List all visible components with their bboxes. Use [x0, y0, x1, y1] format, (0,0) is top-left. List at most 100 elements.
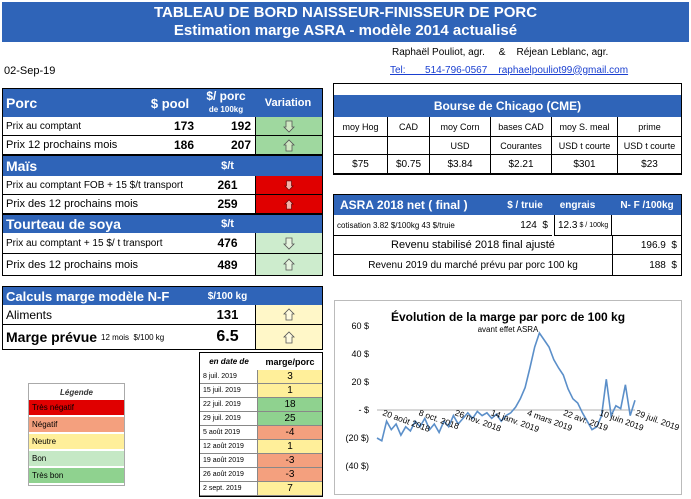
history-marge: 1	[258, 440, 322, 454]
porc-row-variation	[255, 117, 322, 136]
legend-item: Négatif	[29, 417, 124, 432]
mais-label: Maïs	[3, 156, 322, 176]
report-date: 02-Sep-19	[4, 65, 56, 77]
soya-row-label: Prix au comptant + 15 $/ t transport	[3, 233, 255, 254]
soya-panel	[2, 214, 323, 276]
mais-row-label: Prix au comptant FOB + 15 $/t transport	[3, 176, 255, 195]
chicago-header: moy S. meal	[552, 117, 618, 137]
asra-title: ASRA 2018 net ( final )	[334, 195, 681, 215]
chicago-value: $3.84	[430, 155, 491, 174]
soya-row-value: 489	[217, 257, 238, 272]
chicago-header: moy Hog	[334, 117, 388, 137]
aliments-value: 131	[200, 305, 255, 325]
aliments-label: Aliments	[3, 305, 255, 325]
calculs-label: Calculs marge modèle N-F	[3, 287, 322, 305]
chicago-value: $0.75	[388, 155, 430, 174]
porc-row-label: Prix 12 prochains mois	[6, 139, 118, 151]
asra-engrais-value: 12.3 $ / 100kg	[554, 215, 612, 236]
asra-marche-label: Revenu 2019 du marché prévu par porc 100…	[368, 259, 578, 271]
soya-label: Tourteau de soya	[3, 215, 322, 233]
chicago-panel	[333, 83, 682, 175]
porc-label: Porc	[6, 95, 38, 111]
asra-nf-empty	[612, 215, 681, 236]
margin-chart: Évolution de la marge par porc de 100 kg…	[334, 300, 682, 495]
porc-panel	[2, 88, 323, 155]
mais-row-variation	[255, 176, 322, 195]
calculs-unit: $/100 kg	[207, 290, 248, 302]
soya-row-variation	[255, 233, 322, 254]
soya-row-value: 476	[200, 233, 255, 254]
asra-engrais-unit: $ / 100kg	[579, 221, 609, 229]
porc-row-100kg: 207	[230, 138, 251, 152]
history-col-marge: marge/porc	[265, 356, 315, 367]
asra-marche-value: 188 $	[612, 255, 681, 275]
porc-row-variation	[255, 136, 322, 154]
chart-y-tick: 20 $	[351, 377, 369, 387]
legend-item: Neutre	[29, 434, 124, 449]
porc-col-100kg-a: $/ porc	[206, 89, 246, 103]
legend-item: Très négatif	[29, 400, 124, 415]
legend-item: Très bon	[29, 468, 124, 483]
porc-col-pool: $ pool	[150, 95, 190, 111]
history-date: 19 août 2019	[200, 454, 258, 468]
marge-label: Marge prévue 12 mois $/100 kg	[3, 325, 203, 349]
calculs-panel	[2, 286, 323, 350]
asra-revenu-label: Revenu stabilisé 2018 final ajusté	[334, 236, 612, 255]
arrow-up-icon	[283, 330, 295, 343]
asra-truie-value: 124 $	[504, 215, 552, 236]
history-marge: -3	[258, 468, 322, 482]
marge-value: 6.5	[216, 328, 239, 345]
history-date: 2 sept. 2019	[200, 482, 258, 496]
history-marge: 25	[258, 412, 322, 426]
mais-panel	[2, 155, 323, 214]
arrow-up-icon	[283, 308, 295, 321]
contact-line[interactable]: Tel: 514-796-0567 raphaelpouliot99@gmail…	[390, 64, 629, 76]
history-date: 8 juil. 2019	[200, 370, 258, 384]
asra-panel	[333, 194, 682, 276]
legend-item: Bon	[29, 451, 124, 466]
asra-cotisation: cotisation 3.82 $/100kg 43 $/truie	[334, 215, 504, 236]
chicago-value: $301	[552, 155, 618, 174]
mais-row-variation	[255, 195, 322, 213]
mais-row-value: 261	[200, 176, 255, 195]
history-col-date: en date de	[209, 357, 249, 366]
legend-title: Légende	[60, 387, 93, 397]
mais-row-label: Prix des 12 prochains mois	[6, 198, 139, 210]
mais-unit: $/t	[221, 160, 234, 172]
history-date: 22 juil. 2019	[200, 398, 258, 412]
soya-unit: $/t	[221, 218, 234, 230]
history-date: 26 août 2019	[200, 468, 258, 482]
history-marge: 1	[258, 384, 322, 398]
chart-y-tick: 60 $	[351, 321, 369, 331]
chicago-header: moy Corn	[430, 117, 491, 137]
history-marge: 3	[258, 370, 322, 384]
history-date: 29 juil. 2019	[200, 412, 258, 426]
asra-revenu-value: 196.9 $	[612, 236, 681, 255]
asra-col-engrais: engrais	[559, 199, 596, 211]
chart-title: Évolution de la marge par porc de 100 kg	[391, 309, 625, 324]
asra-engrais-number: 12.3	[558, 219, 578, 231]
arrow-down-icon	[283, 237, 295, 250]
legend-box: Légende Très négatif Négatif Neutre Bon Très…	[28, 383, 125, 486]
chicago-value: $23	[618, 155, 681, 174]
porc-row-100kg: 192	[198, 117, 255, 136]
chicago-unit	[334, 137, 388, 155]
chart-y-tick: - $	[358, 405, 369, 415]
arrow-up-icon	[284, 198, 294, 209]
history-marge: -3	[258, 454, 322, 468]
asra-col-nf: N- F /100kg	[620, 199, 674, 211]
chicago-unit: USD t courte	[552, 137, 618, 155]
soya-row-variation	[255, 254, 322, 275]
arrow-down-icon	[284, 180, 294, 191]
chicago-unit	[388, 137, 430, 155]
porc-row-pool: 186	[173, 138, 194, 152]
header-subtitle: Estimation marge ASRA - modèle 2014 actu…	[173, 22, 518, 39]
chart-series-line	[376, 331, 636, 443]
aliments-variation	[255, 305, 322, 325]
history-date: 15 juil. 2019	[200, 384, 258, 398]
chicago-unit: USD t courte	[618, 137, 681, 155]
arrow-up-icon	[283, 138, 295, 151]
porc-row-label: Prix au comptant	[3, 117, 143, 136]
chicago-value: $75	[334, 155, 388, 174]
chart-subtitle: avant effet ASRA	[478, 325, 539, 334]
